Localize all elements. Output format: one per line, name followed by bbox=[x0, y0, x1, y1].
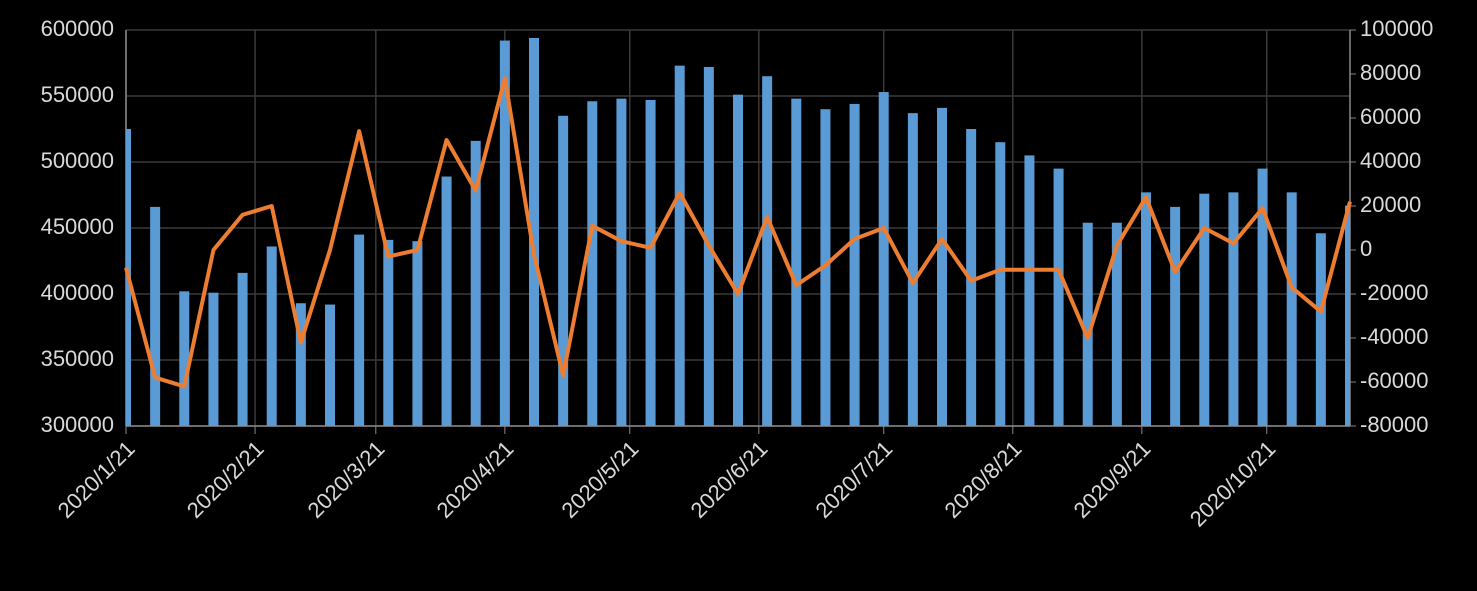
y2-tick-label: 20000 bbox=[1360, 192, 1421, 217]
bar bbox=[1111, 222, 1122, 426]
y2-tick-label: 40000 bbox=[1360, 148, 1421, 173]
y2-tick-label: 80000 bbox=[1360, 60, 1421, 85]
y-tick-label: 400000 bbox=[41, 280, 114, 305]
bar bbox=[558, 115, 569, 427]
bar bbox=[529, 37, 539, 427]
bar bbox=[150, 206, 161, 426]
bar bbox=[937, 107, 947, 426]
y-tick-label: 300000 bbox=[41, 412, 114, 437]
y2-tick-label: 0 bbox=[1360, 236, 1372, 261]
y2-tick-label: -20000 bbox=[1360, 280, 1429, 305]
y2-tick-label: 60000 bbox=[1360, 104, 1421, 129]
x-tick-label: 2020/5/21 bbox=[557, 436, 644, 523]
x-tick-label: 2020/4/21 bbox=[432, 436, 519, 523]
bar bbox=[1315, 233, 1326, 426]
y2-tick-label: -60000 bbox=[1360, 368, 1429, 393]
bar bbox=[1053, 168, 1064, 426]
bar bbox=[733, 94, 743, 427]
bar bbox=[587, 101, 598, 426]
y2-tick-label: -80000 bbox=[1360, 412, 1429, 437]
bar bbox=[208, 292, 219, 426]
bar bbox=[878, 92, 889, 426]
bar bbox=[1199, 193, 1210, 426]
y-tick-label: 500000 bbox=[41, 148, 114, 173]
bar bbox=[266, 246, 277, 426]
x-tick-label: 2020/6/21 bbox=[686, 436, 773, 523]
bar bbox=[1345, 205, 1350, 426]
x-tick-label: 2020/7/21 bbox=[810, 436, 897, 523]
bar bbox=[674, 65, 685, 426]
bar bbox=[616, 98, 627, 426]
bar bbox=[179, 291, 190, 426]
bar bbox=[383, 239, 394, 426]
bar bbox=[995, 142, 1006, 426]
x-tick-label: 2020/1/21 bbox=[53, 436, 140, 523]
y2-tick-label: 100000 bbox=[1360, 16, 1433, 41]
bar bbox=[907, 113, 918, 426]
x-tick-label: 2020/9/21 bbox=[1069, 436, 1156, 523]
bar bbox=[1228, 192, 1239, 426]
x-tick-label: 2020/10/21 bbox=[1185, 436, 1281, 532]
bar bbox=[762, 76, 773, 426]
bar bbox=[237, 272, 248, 426]
bar bbox=[325, 304, 335, 426]
y-tick-label: 350000 bbox=[41, 346, 114, 371]
bar bbox=[849, 103, 860, 427]
x-tick-label: 2020/3/21 bbox=[303, 436, 390, 523]
bar bbox=[412, 241, 423, 426]
x-tick-label: 2020/2/21 bbox=[182, 436, 269, 523]
bar bbox=[354, 234, 365, 426]
bar bbox=[499, 40, 510, 427]
bar bbox=[441, 176, 452, 426]
bar bbox=[295, 303, 306, 426]
bar bbox=[645, 99, 656, 427]
bar bbox=[791, 98, 802, 426]
x-tick-label: 2020/8/21 bbox=[940, 436, 1027, 523]
bar bbox=[1170, 206, 1181, 426]
bar bbox=[1286, 192, 1297, 426]
line bbox=[124, 76, 1352, 389]
bar bbox=[1257, 168, 1268, 426]
y2-tick-label: -40000 bbox=[1360, 324, 1429, 349]
bar bbox=[470, 140, 481, 426]
bar bbox=[1141, 192, 1151, 426]
bar bbox=[1082, 222, 1093, 426]
y-tick-label: 550000 bbox=[41, 82, 114, 107]
y-tick-label: 450000 bbox=[41, 214, 114, 239]
bar bbox=[1024, 155, 1035, 426]
y-tick-label: 600000 bbox=[41, 16, 114, 41]
